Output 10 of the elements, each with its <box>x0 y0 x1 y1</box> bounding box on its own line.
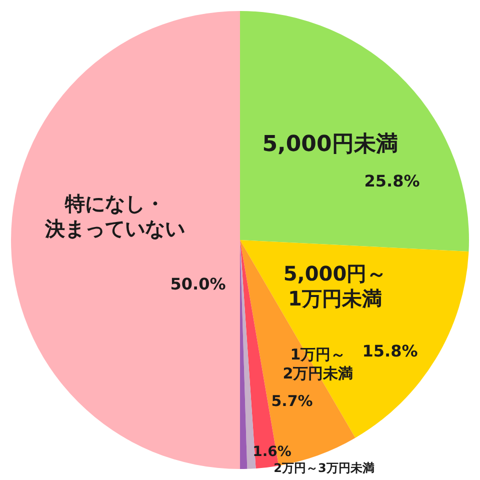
slice-label: 5,000円未満 <box>262 132 398 158</box>
data-label: 50.0% <box>170 274 226 294</box>
data-label: 5.7% <box>271 392 313 410</box>
slice-label: 5,000円～1万円未満 <box>283 262 387 311</box>
slice-label: 2万円～3万円未満 <box>274 461 374 476</box>
data-label: 25.8% <box>364 171 420 190</box>
data-label: 1.6% <box>252 444 292 460</box>
slice-label: 特になし・決まっていない <box>44 192 185 241</box>
slice-label: 1万円～2万円未満 <box>282 346 354 382</box>
data-label: 15.8% <box>362 341 418 360</box>
